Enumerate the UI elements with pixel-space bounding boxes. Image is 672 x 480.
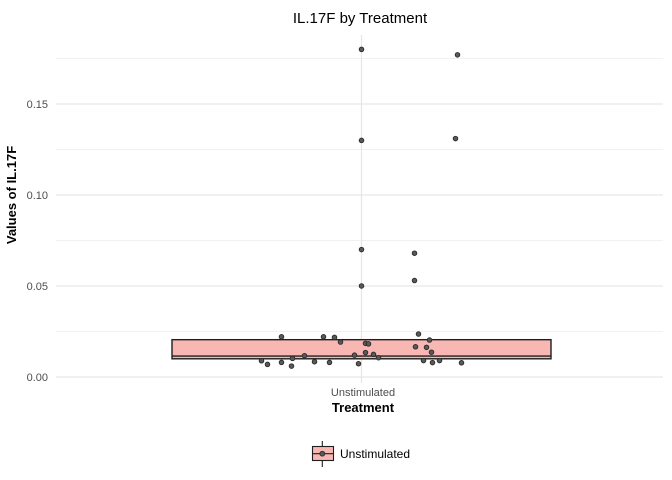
- jitter-point: [436, 357, 443, 364]
- jitter-point: [358, 246, 365, 253]
- legend-key-point: [319, 450, 326, 457]
- jitter-point: [411, 250, 418, 256]
- y-axis-tick-labels: 0.00 0.05 0.10 0.15: [27, 99, 48, 384]
- jitter-point: [358, 283, 365, 289]
- jitter-point: [355, 360, 362, 367]
- jitter-point: [358, 46, 365, 53]
- jitter-point: [412, 344, 419, 350]
- jitter-point: [337, 339, 344, 345]
- jitter-point: [420, 357, 427, 364]
- legend-label: Unstimulated: [340, 447, 410, 461]
- y-tick-label: 0.15: [27, 99, 48, 111]
- panel-gridlines: [56, 35, 663, 383]
- y-tick-label: 0.10: [27, 190, 48, 202]
- jitter-point: [358, 137, 365, 144]
- jitter-point: [278, 334, 285, 340]
- legend-key-boxplot-glyph: [311, 441, 335, 467]
- boxplot-box: [171, 338, 552, 360]
- jitter-point: [452, 135, 459, 142]
- jitter-point: [426, 337, 433, 343]
- chart-title: IL.17F by Treatment: [293, 10, 428, 27]
- jitter-point: [411, 277, 418, 284]
- jitter-point: [423, 344, 430, 351]
- y-tick-label: 0.00: [27, 372, 48, 384]
- jitter-point: [429, 359, 436, 366]
- jitter-point: [428, 349, 435, 355]
- y-tick-label: 0.05: [27, 281, 48, 293]
- y-axis-title: Values of IL.17F: [4, 146, 19, 244]
- jitter-point: [311, 358, 318, 365]
- jitter-point: [278, 359, 285, 366]
- jitter-point: [375, 354, 382, 361]
- x-tick-label: Unstimulated: [331, 387, 395, 399]
- jitter-point: [362, 349, 369, 356]
- jitter-point: [365, 341, 372, 347]
- jitter-point: [370, 351, 377, 358]
- jitter-point: [331, 334, 338, 341]
- jitter-point: [264, 361, 271, 368]
- jitter-point: [289, 355, 296, 362]
- legend: Unstimulated: [311, 441, 410, 467]
- jitter-point: [326, 359, 333, 366]
- jitter-point: [458, 360, 465, 366]
- geom-layer: [171, 46, 552, 369]
- jitter-point: [288, 363, 295, 369]
- jitter-point: [320, 334, 327, 340]
- jitter-point: [415, 331, 422, 337]
- jitter-point: [258, 358, 265, 364]
- x-axis-title: Treatment: [332, 400, 395, 415]
- jitter-point: [351, 352, 358, 358]
- jitter-point: [454, 52, 461, 58]
- jitter-point: [301, 352, 308, 359]
